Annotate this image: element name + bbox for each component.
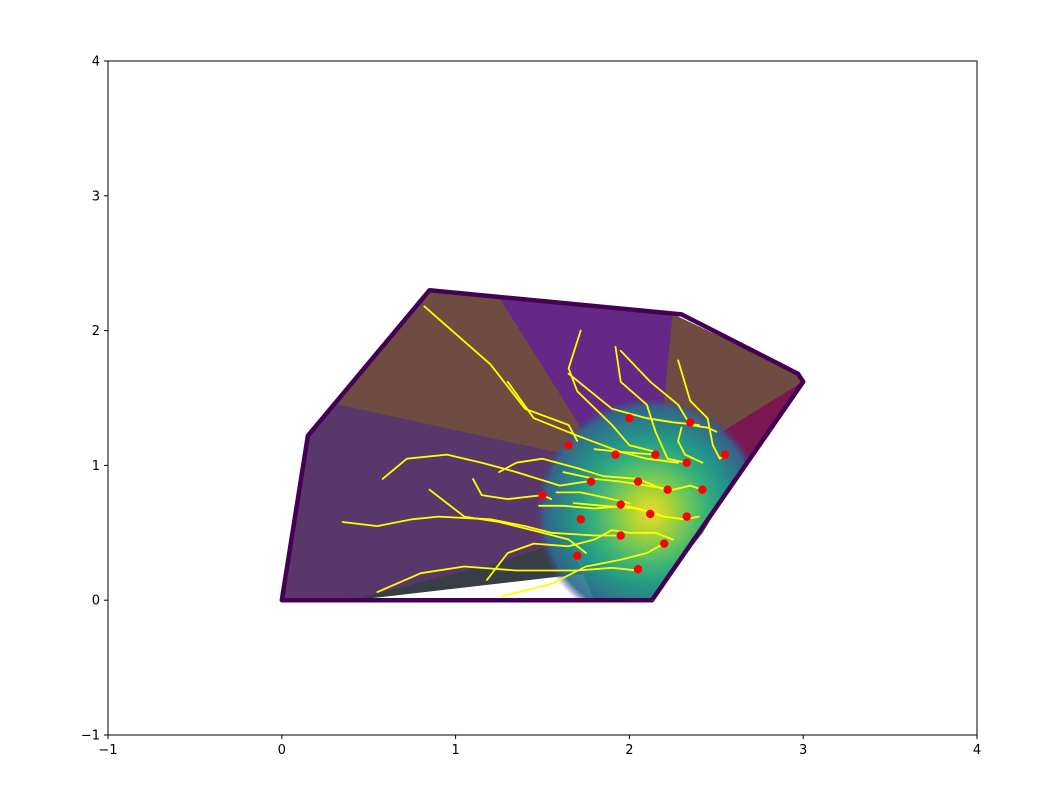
point-16 (573, 551, 582, 560)
trajectory-14 (376, 565, 639, 593)
point-6 (538, 490, 547, 500)
trajectory-20 (677, 426, 704, 464)
point-12 (682, 512, 691, 521)
y-tick-label: 1 (92, 459, 100, 474)
trajectory-1 (506, 380, 657, 456)
point-4 (682, 458, 691, 467)
trajectory-12 (428, 488, 587, 554)
point-17 (633, 564, 643, 574)
x-tick-label: 4 (973, 743, 981, 758)
point-10 (698, 485, 707, 494)
y-tick-label: −1 (81, 729, 100, 744)
trajectory-9 (562, 471, 704, 491)
point-19 (686, 418, 695, 427)
trajectory-13 (485, 529, 674, 581)
point-11 (646, 509, 655, 519)
axes-frame (107, 60, 978, 736)
points-layer (538, 414, 730, 574)
y-tick-label: 3 (92, 189, 100, 204)
point-18 (625, 414, 634, 423)
trajectory-2 (567, 329, 657, 453)
x-tick-label: 1 (451, 743, 459, 758)
trajectory-5 (677, 359, 726, 460)
x-tick-label: 2 (625, 743, 633, 758)
domain-boundary (279, 287, 806, 603)
trajectory-19 (593, 448, 679, 464)
point-2 (611, 450, 620, 459)
trajectory-6 (567, 372, 700, 426)
point-8 (633, 477, 643, 486)
trajectory-11 (341, 515, 626, 537)
point-7 (616, 500, 625, 509)
point-13 (576, 515, 585, 524)
y-tick-label: 0 (92, 594, 100, 609)
point-3 (651, 450, 660, 459)
trajectory-0 (423, 305, 579, 443)
point-5 (720, 450, 730, 459)
point-1 (586, 477, 596, 486)
x-tick-label: 0 (278, 743, 286, 758)
y-tick-label: 4 (92, 55, 100, 70)
y-axis: −1 0 1 2 3 4 (81, 55, 108, 744)
point-15 (659, 539, 669, 548)
y-tick-label: 2 (92, 324, 100, 339)
x-axis: −1 0 1 2 3 4 (98, 735, 981, 758)
trajectory-7 (381, 453, 587, 487)
trajectories-layer (341, 305, 726, 598)
x-tick-label: 3 (799, 743, 807, 758)
trajectory-15 (501, 542, 666, 598)
x-tick-label: −1 (98, 743, 117, 758)
point-14 (616, 531, 625, 540)
point-9 (663, 485, 672, 494)
point-0 (564, 440, 573, 450)
